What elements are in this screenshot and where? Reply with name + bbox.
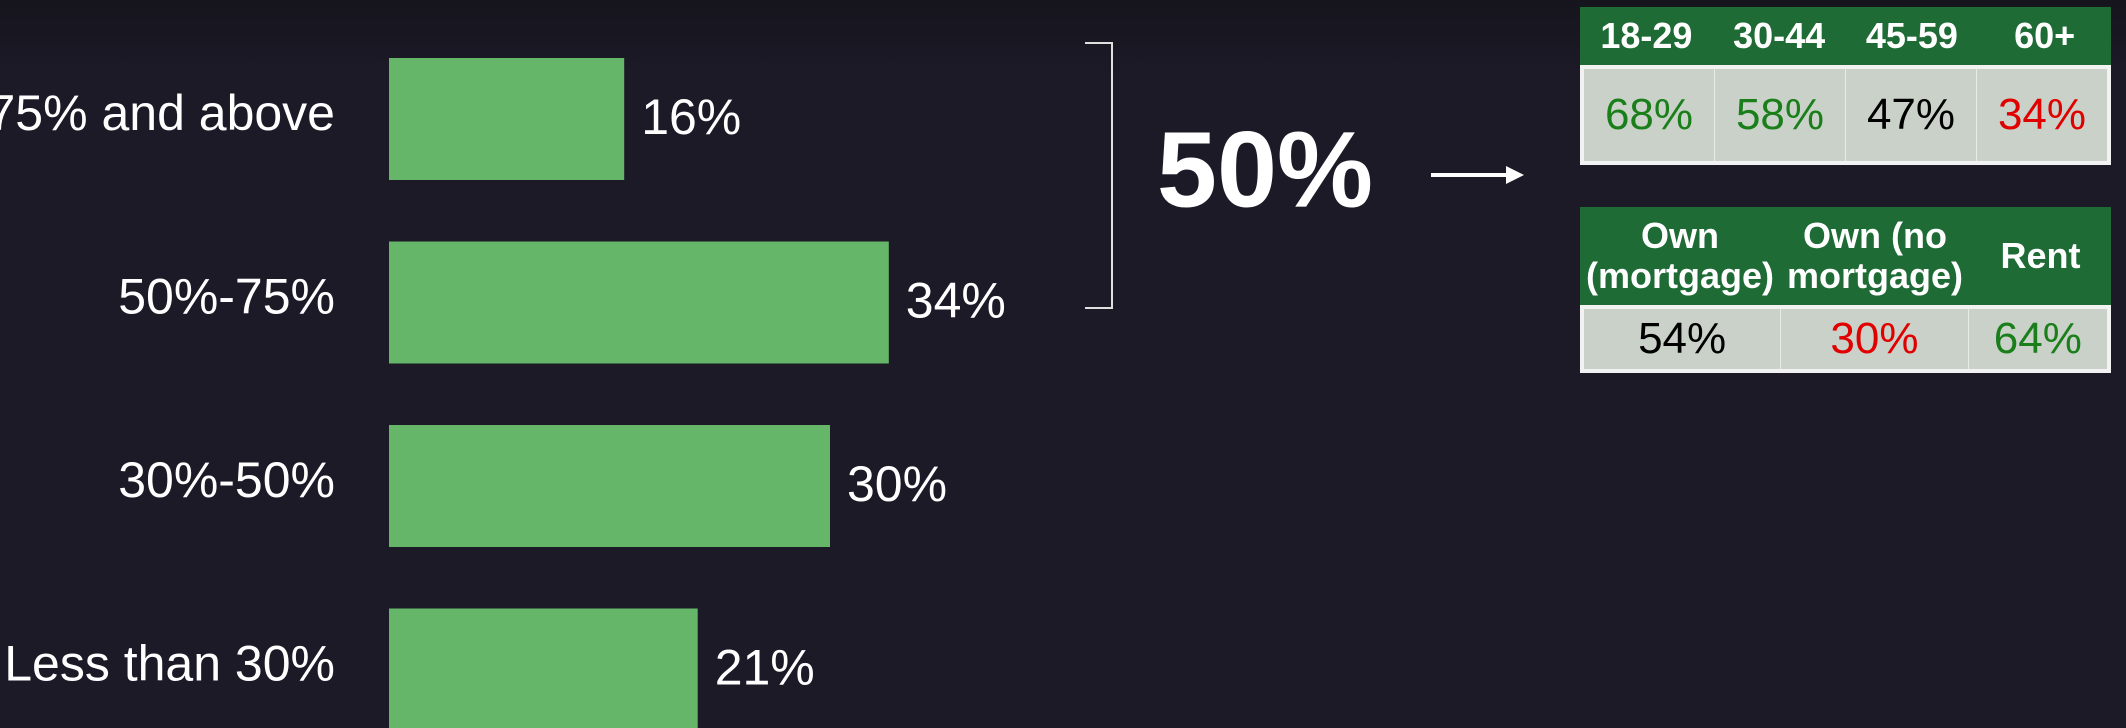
table-cell: 47% bbox=[1845, 69, 1976, 161]
header-cell: 18-29 bbox=[1600, 15, 1693, 56]
bar bbox=[389, 58, 625, 180]
table: 18-29 30-44 45-59 60+ 68% 58% 47% 34% bbox=[1580, 7, 2111, 165]
value-label: 30% bbox=[847, 456, 947, 512]
table: Own (mortgage) Own (no mortgage) Rent 54% 30… bbox=[1580, 207, 2111, 373]
bar bbox=[389, 241, 889, 364]
category-label: 50%-75% bbox=[118, 269, 335, 325]
table-cell: 64% bbox=[1967, 309, 2107, 369]
annotation: 50% bbox=[1157, 109, 1373, 230]
bar bbox=[389, 425, 830, 547]
header-cell: 45-59 bbox=[1865, 15, 1958, 56]
arrow-head bbox=[1506, 166, 1524, 184]
value-label: 16% bbox=[641, 89, 741, 145]
category-label: 30%-50% bbox=[118, 452, 335, 508]
header-row: Own (mortgage) Own (no mortgage) Rent bbox=[1580, 207, 2111, 305]
cell-row: 68% 58% 47% 34% bbox=[1580, 65, 2111, 165]
table-cell: 34% bbox=[1976, 69, 2107, 161]
header-cell: Own (mortgage) bbox=[1586, 215, 1774, 296]
value-label: 34% bbox=[906, 273, 1006, 329]
cell-row: 54% 30% 64% bbox=[1580, 305, 2111, 373]
category-label: 75% and above bbox=[0, 85, 335, 141]
header-cell: 30-44 bbox=[1733, 15, 1826, 56]
bracket bbox=[1085, 42, 1113, 309]
bar bbox=[389, 608, 698, 728]
header-cell: 60+ bbox=[2014, 15, 2076, 56]
table-cell: 58% bbox=[1714, 69, 1845, 161]
value-label: 21% bbox=[715, 640, 815, 696]
header-cell: Own (no mortgage) bbox=[1786, 215, 1963, 296]
table-cell: 30% bbox=[1780, 309, 1967, 369]
category-label: Less than 30% bbox=[4, 636, 335, 692]
header-cell: Rent bbox=[2000, 235, 2081, 276]
table-cell: 54% bbox=[1638, 314, 1727, 363]
table-cell: 68% bbox=[1604, 90, 1694, 139]
header-row: 18-29 30-44 45-59 60+ bbox=[1580, 7, 2111, 65]
